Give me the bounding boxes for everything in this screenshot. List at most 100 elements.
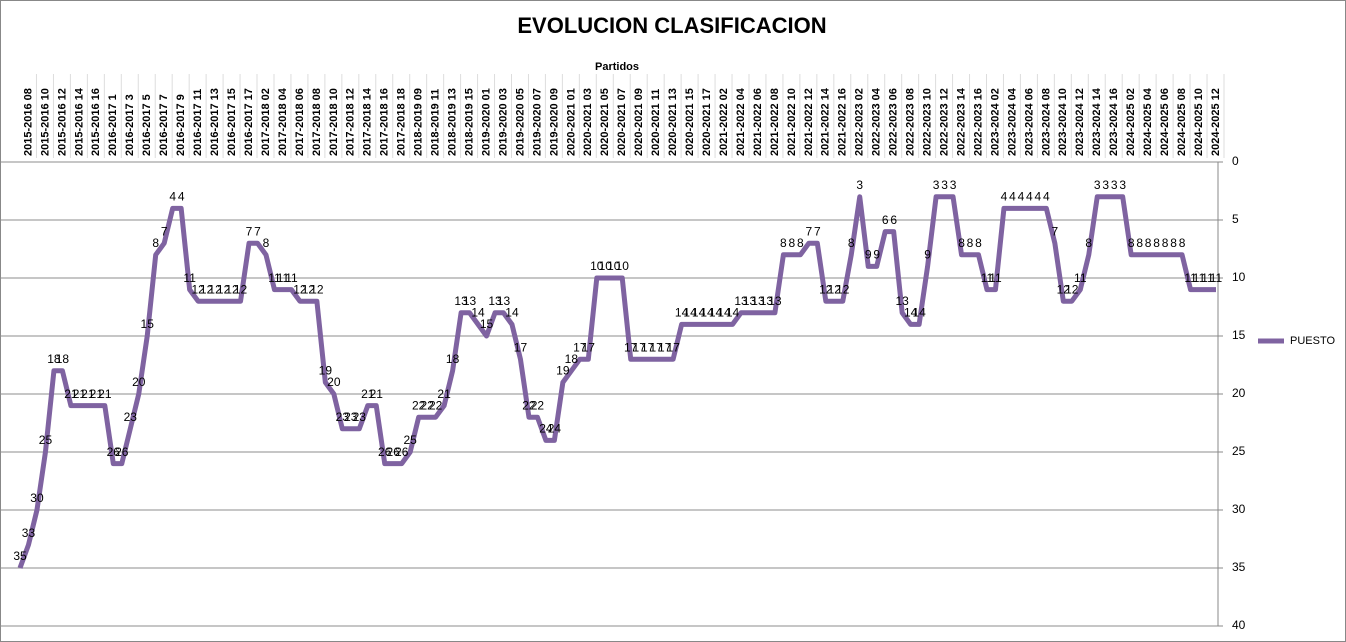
data-label: 21 bbox=[437, 387, 451, 401]
data-label: 19 bbox=[556, 364, 570, 378]
x-tick-label: 2020-2021 13 bbox=[667, 88, 679, 156]
data-label: 13 bbox=[743, 294, 757, 308]
data-label: 12 bbox=[836, 282, 850, 296]
data-label: 3 bbox=[950, 178, 957, 192]
series-line bbox=[17, 194, 1216, 569]
data-label: 23 bbox=[344, 410, 358, 424]
x-tick-label: 2018-2019 11 bbox=[430, 89, 442, 156]
x-tick-label: 2015-2016 10 bbox=[39, 88, 51, 156]
y-tick-label: 35 bbox=[1232, 560, 1246, 574]
x-tick-label: 2022-2023 10 bbox=[922, 88, 934, 156]
x-tick-label: 2024-2025 02 bbox=[1125, 88, 1137, 156]
x-tick-label: 2016-2017 7 bbox=[158, 94, 170, 156]
data-label: 3 bbox=[1094, 178, 1101, 192]
x-tick-label: 2024-2025 08 bbox=[1176, 88, 1188, 156]
data-label: 13 bbox=[751, 294, 765, 308]
data-label: 13 bbox=[463, 294, 477, 308]
data-label: 14 bbox=[904, 306, 918, 320]
data-label: 22 bbox=[412, 398, 426, 412]
x-tick-label: 2022-2023 04 bbox=[871, 87, 883, 156]
data-label: 14 bbox=[683, 306, 697, 320]
data-label: 4 bbox=[1035, 190, 1042, 204]
y-tick-label: 25 bbox=[1232, 444, 1246, 458]
x-tick-label: 2024-2025 06 bbox=[1159, 88, 1171, 156]
x-tick-label: 2017-2018 06 bbox=[294, 88, 306, 156]
data-label: 12 bbox=[234, 282, 248, 296]
data-label: 14 bbox=[700, 306, 714, 320]
data-label: 21 bbox=[64, 387, 78, 401]
data-label: 14 bbox=[717, 306, 731, 320]
x-tick-label: 2019-2020 01 bbox=[480, 88, 492, 156]
data-label: 17 bbox=[633, 340, 647, 354]
x-tick-label: 2016-2017 17 bbox=[243, 88, 255, 156]
x-tick-label: 2015-2016 14 bbox=[73, 87, 85, 156]
x-tick-label: 2020-2021 03 bbox=[582, 88, 594, 156]
x-tick-label: 2019-2020 09 bbox=[548, 88, 560, 156]
data-label: 26 bbox=[115, 445, 129, 459]
data-label: 9 bbox=[873, 248, 880, 262]
data-label: 17 bbox=[666, 340, 680, 354]
x-tick-label: 2023-2024 06 bbox=[1023, 88, 1035, 156]
data-label: 21 bbox=[361, 387, 375, 401]
x-tick-label: 2021-2022 04 bbox=[735, 87, 747, 156]
data-label: 12 bbox=[1057, 282, 1071, 296]
x-tick-label: 2018-2019 15 bbox=[463, 88, 475, 156]
x-tick-label: 2020-2021 15 bbox=[684, 88, 696, 156]
data-label: 17 bbox=[514, 340, 528, 354]
data-label: 21 bbox=[73, 387, 87, 401]
data-label: 11 bbox=[1210, 271, 1223, 285]
data-label: 14 bbox=[471, 306, 485, 320]
x-tick-label: 2018-2019 13 bbox=[447, 88, 459, 156]
x-tick-label: 2021-2022 16 bbox=[837, 88, 849, 156]
data-label: 14 bbox=[726, 306, 740, 320]
data-label: 4 bbox=[169, 190, 176, 204]
data-label: 12 bbox=[819, 282, 833, 296]
data-label: 12 bbox=[191, 282, 205, 296]
data-label: 3 bbox=[933, 178, 940, 192]
data-label: 15 bbox=[480, 317, 494, 331]
data-label: 10 bbox=[599, 259, 613, 273]
x-tick-label: 2017-2018 08 bbox=[311, 88, 323, 156]
data-label: 23 bbox=[124, 410, 138, 424]
data-label: 22 bbox=[429, 398, 443, 412]
data-label: 14 bbox=[505, 306, 519, 320]
x-tick-label: 2021-2022 14 bbox=[820, 87, 832, 156]
x-tick-label: 2022-2023 14 bbox=[955, 87, 967, 156]
x-tick-label: 2020-2021 01 bbox=[565, 88, 577, 156]
data-label: 8 bbox=[1153, 236, 1160, 250]
data-label: 8 bbox=[967, 236, 974, 250]
data-label: 13 bbox=[454, 294, 468, 308]
data-label: 8 bbox=[1145, 236, 1152, 250]
x-tick-label: 2017-2018 14 bbox=[362, 87, 374, 156]
data-label: 24 bbox=[539, 422, 553, 436]
data-label: 21 bbox=[90, 387, 104, 401]
x-tick-label: 2024-2025 10 bbox=[1193, 88, 1205, 156]
x-tick-label: 2016-2017 1 bbox=[107, 94, 119, 156]
x-tick-label: 2015-2016 08 bbox=[22, 88, 34, 156]
data-label: 22 bbox=[420, 398, 434, 412]
x-tick-label: 2020-2021 09 bbox=[633, 88, 645, 156]
x-tick-label: 2023-2024 14 bbox=[1091, 87, 1103, 156]
data-label: 18 bbox=[565, 352, 579, 366]
x-tick-label: 2020-2021 05 bbox=[599, 88, 611, 156]
x-tick-label: 2017-2018 18 bbox=[396, 88, 408, 156]
data-label: 20 bbox=[132, 375, 146, 389]
data-label: 11 bbox=[1193, 271, 1206, 285]
x-tick-label: 2022-2023 06 bbox=[888, 88, 900, 156]
x-tick-label: 2020-2021 07 bbox=[616, 88, 628, 156]
x-tick-label: 2016-2017 9 bbox=[175, 94, 187, 156]
data-label: 17 bbox=[658, 340, 672, 354]
data-label: 22 bbox=[531, 398, 545, 412]
data-label: 8 bbox=[789, 236, 796, 250]
x-tick-label: 2023-2024 12 bbox=[1074, 88, 1086, 156]
data-label: 4 bbox=[178, 190, 185, 204]
data-label: 10 bbox=[616, 259, 630, 273]
data-label: 11 bbox=[277, 271, 290, 285]
data-label: 8 bbox=[1170, 236, 1177, 250]
x-tick-label: 2023-2024 08 bbox=[1040, 88, 1052, 156]
x-tick-label: 2024-2025 04 bbox=[1142, 87, 1154, 156]
y-tick-label: 40 bbox=[1232, 618, 1246, 632]
data-label: 33 bbox=[22, 526, 36, 540]
x-tick-label: 2017-2018 10 bbox=[328, 88, 340, 156]
